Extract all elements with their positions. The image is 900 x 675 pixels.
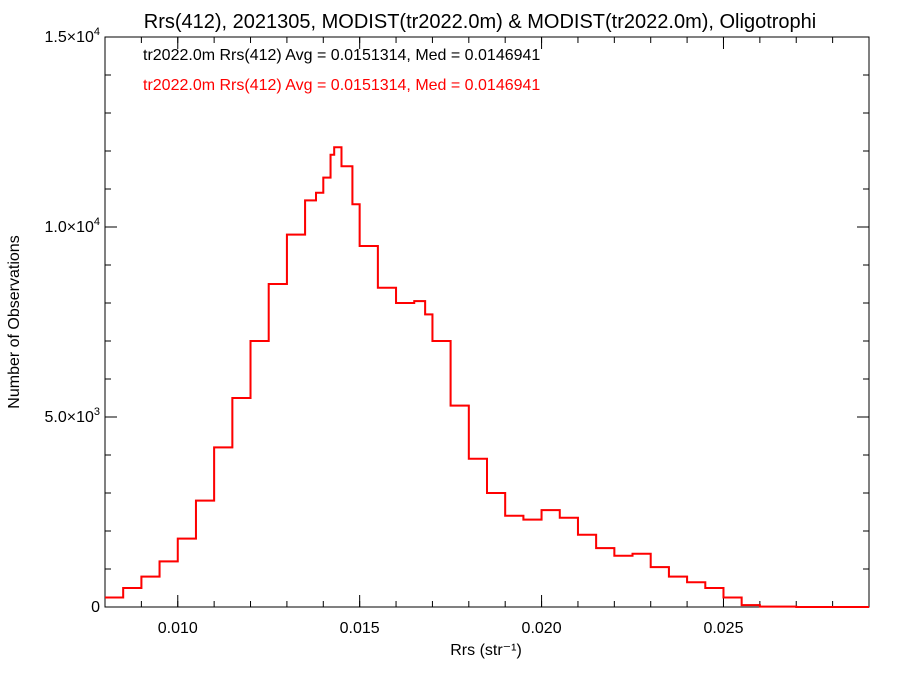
plot-area [104, 36, 870, 608]
x-tick-label: 0.015 [340, 620, 380, 637]
y-tick-label: 1.0×104 [44, 216, 100, 236]
x-axis-label: Rrs (str⁻¹) [450, 642, 522, 659]
x-tick-label: 0.025 [703, 620, 743, 637]
x-tick-label: 0.020 [522, 620, 562, 637]
y-axis-label: Number of Observations [6, 235, 23, 408]
x-axis-ticks: 0.010 0.015 0.020 0.025 [104, 37, 870, 637]
y-tick-label: 1.5×104 [44, 26, 100, 46]
y-axis-ticks: 0 5.0×103 1.0×104 1.5×104 [44, 26, 869, 616]
series-line-2 [105, 146, 869, 608]
legend-entry: tr2022.0m Rrs(412) Avg = 0.0151314, Med … [143, 77, 540, 94]
legend: tr2022.0m Rrs(412) Avg = 0.0151314, Med … [143, 47, 540, 94]
plot-frame [104, 36, 870, 608]
x-tick-label: 0.010 [158, 620, 198, 637]
y-tick-label: 0 [91, 599, 100, 616]
series-line-1 [105, 146, 869, 608]
series-layer [105, 146, 869, 608]
legend-entry: tr2022.0m Rrs(412) Avg = 0.0151314, Med … [143, 47, 540, 64]
chart-title: Rrs(412), 2021305, MODIST(tr2022.0m) & M… [144, 11, 816, 33]
y-tick-label: 5.0×103 [44, 406, 100, 426]
